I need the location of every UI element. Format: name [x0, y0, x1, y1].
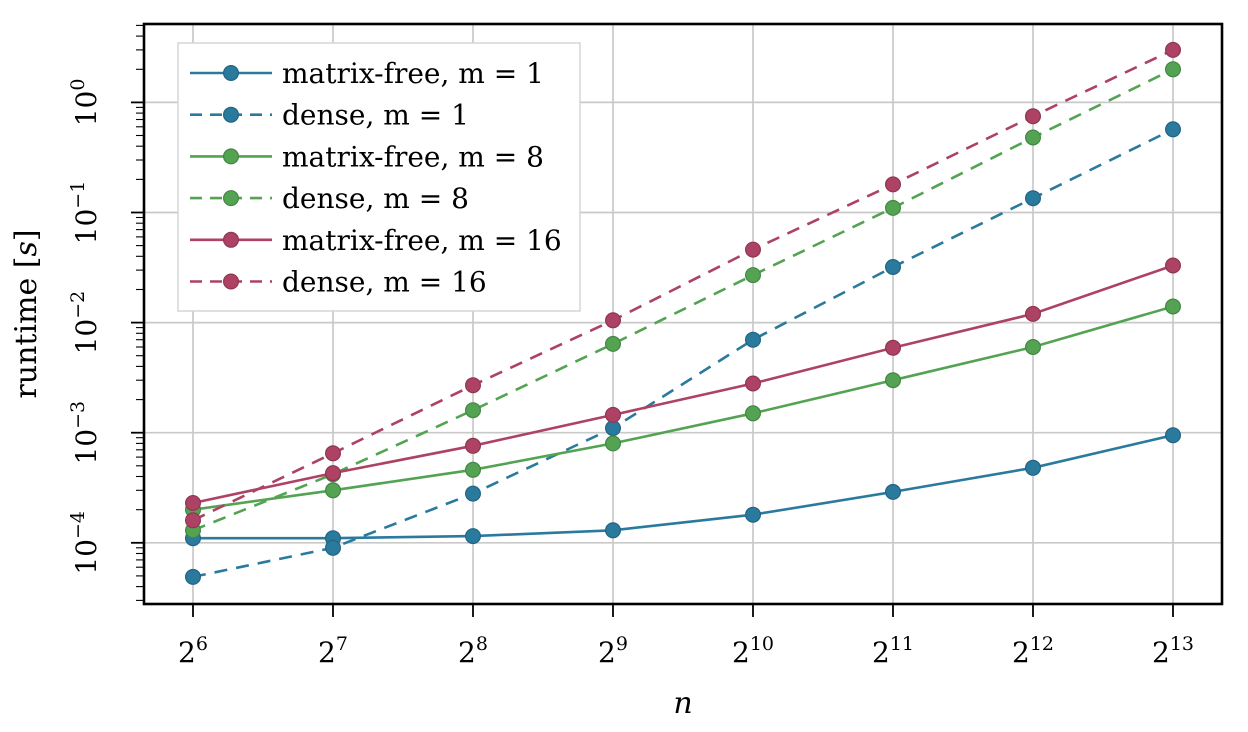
data-point-marker — [884, 339, 901, 356]
data-point-marker — [1024, 108, 1041, 125]
legend-label: matrix-free, m = 8 — [282, 140, 544, 173]
data-point-marker — [744, 331, 761, 348]
legend: matrix-free, m = 1 dense, m = 1 matrix-fre… — [177, 42, 581, 312]
data-point-marker — [744, 506, 761, 523]
data-point-marker — [884, 259, 901, 276]
data-point-marker — [604, 335, 621, 352]
grid-layer — [144, 24, 1222, 604]
data-point-marker — [604, 522, 621, 539]
legend-item-2: dense, m = 1 — [190, 99, 469, 132]
data-point-marker — [325, 465, 342, 482]
legend-label: dense, m = 1 — [282, 99, 469, 132]
axes-layer: 26 27 28 29 210 211 212 213 100 10−1 10−2 10−3 10−4 — [67, 22, 1224, 669]
data-point-marker — [884, 199, 901, 216]
series-line-dense-m-1 — [192, 128, 1174, 579]
legend-marker — [223, 148, 240, 165]
y-tick-label: 10−1 — [67, 181, 103, 245]
series-line-matrix-free-m-16 — [192, 264, 1174, 505]
legend-marker — [223, 231, 240, 248]
legend-item-5: matrix-free, m = 16 — [190, 224, 562, 257]
series-matrix-free-m-1 — [185, 427, 1181, 547]
series-line-dense-m-16 — [192, 48, 1174, 522]
series-matrix-free-m-8 — [185, 298, 1181, 518]
data-point-marker — [465, 528, 482, 545]
data-point-marker — [1024, 339, 1041, 356]
y-tick-label: 100 — [67, 79, 103, 127]
x-tick-label: 211 — [872, 633, 914, 669]
data-point-marker — [465, 485, 482, 502]
legend-marker — [223, 190, 240, 207]
series-line-matrix-free-m-8 — [192, 305, 1174, 511]
data-point-marker — [604, 435, 621, 452]
data-point-marker — [744, 375, 761, 392]
data-point-marker — [604, 406, 621, 423]
legend-marker — [223, 273, 240, 290]
legend-item-1: matrix-free, m = 1 — [190, 57, 544, 90]
data-point-marker — [465, 461, 482, 478]
legend-label: matrix-free, m = 16 — [282, 224, 562, 257]
data-point-marker — [884, 372, 901, 389]
y-tick-label: 10−4 — [67, 511, 103, 575]
legend-item-3: matrix-free, m = 8 — [190, 140, 544, 173]
x-tick-label: 210 — [732, 633, 774, 669]
series-line-dense-m-8 — [192, 68, 1174, 532]
series-layer — [185, 41, 1181, 585]
legend-marker — [223, 106, 240, 123]
legend-item-6: dense, m = 16 — [190, 266, 487, 299]
series-dense-m-1 — [185, 121, 1181, 585]
x-tick-label: 27 — [318, 633, 348, 669]
data-point-marker — [1024, 305, 1041, 322]
data-point-marker — [465, 437, 482, 454]
data-point-marker — [744, 405, 761, 422]
plot-border — [142, 22, 1224, 606]
legend-box — [177, 42, 581, 312]
data-point-marker — [185, 568, 202, 585]
legend-label: matrix-free, m = 1 — [282, 57, 544, 90]
data-point-marker — [465, 402, 482, 419]
data-point-marker — [1164, 121, 1181, 138]
data-point-marker — [1164, 427, 1181, 444]
data-point-marker — [185, 495, 202, 512]
data-point-marker — [1164, 61, 1181, 78]
data-point-marker — [325, 539, 342, 556]
data-point-marker — [604, 312, 621, 329]
legend-label: dense, m = 16 — [282, 266, 487, 299]
data-point-marker — [1164, 298, 1181, 315]
x-tick-label: 213 — [1152, 633, 1194, 669]
data-point-marker — [1164, 257, 1181, 274]
data-point-marker — [465, 377, 482, 394]
data-point-marker — [884, 483, 901, 500]
data-point-marker — [185, 512, 202, 529]
data-point-marker — [325, 445, 342, 462]
data-point-marker — [744, 241, 761, 258]
data-point-marker — [1024, 129, 1041, 146]
y-tick-label: 10−2 — [67, 291, 103, 355]
y-axis-label: runtime [s] — [9, 229, 44, 398]
x-axis-label: n — [673, 686, 692, 721]
x-tick-label: 26 — [178, 633, 208, 669]
x-tick-label: 29 — [598, 633, 628, 669]
data-point-marker — [1024, 459, 1041, 476]
y-tick-label: 10−3 — [67, 401, 103, 465]
legend-item-4: dense, m = 8 — [190, 182, 469, 215]
data-point-marker — [744, 267, 761, 284]
series-line-matrix-free-m-1 — [193, 433, 1174, 540]
data-point-marker — [1164, 41, 1181, 58]
x-tick-label: 28 — [458, 633, 488, 669]
data-point-marker — [1024, 190, 1041, 207]
series-matrix-free-m-16 — [185, 257, 1181, 512]
series-dense-m-16 — [185, 41, 1181, 529]
data-point-marker — [884, 176, 901, 193]
data-point-marker — [604, 420, 621, 437]
legend-label: dense, m = 8 — [282, 182, 469, 215]
x-tick-label: 212 — [1012, 633, 1054, 669]
legend-marker — [223, 64, 240, 81]
data-point-marker — [325, 482, 342, 499]
